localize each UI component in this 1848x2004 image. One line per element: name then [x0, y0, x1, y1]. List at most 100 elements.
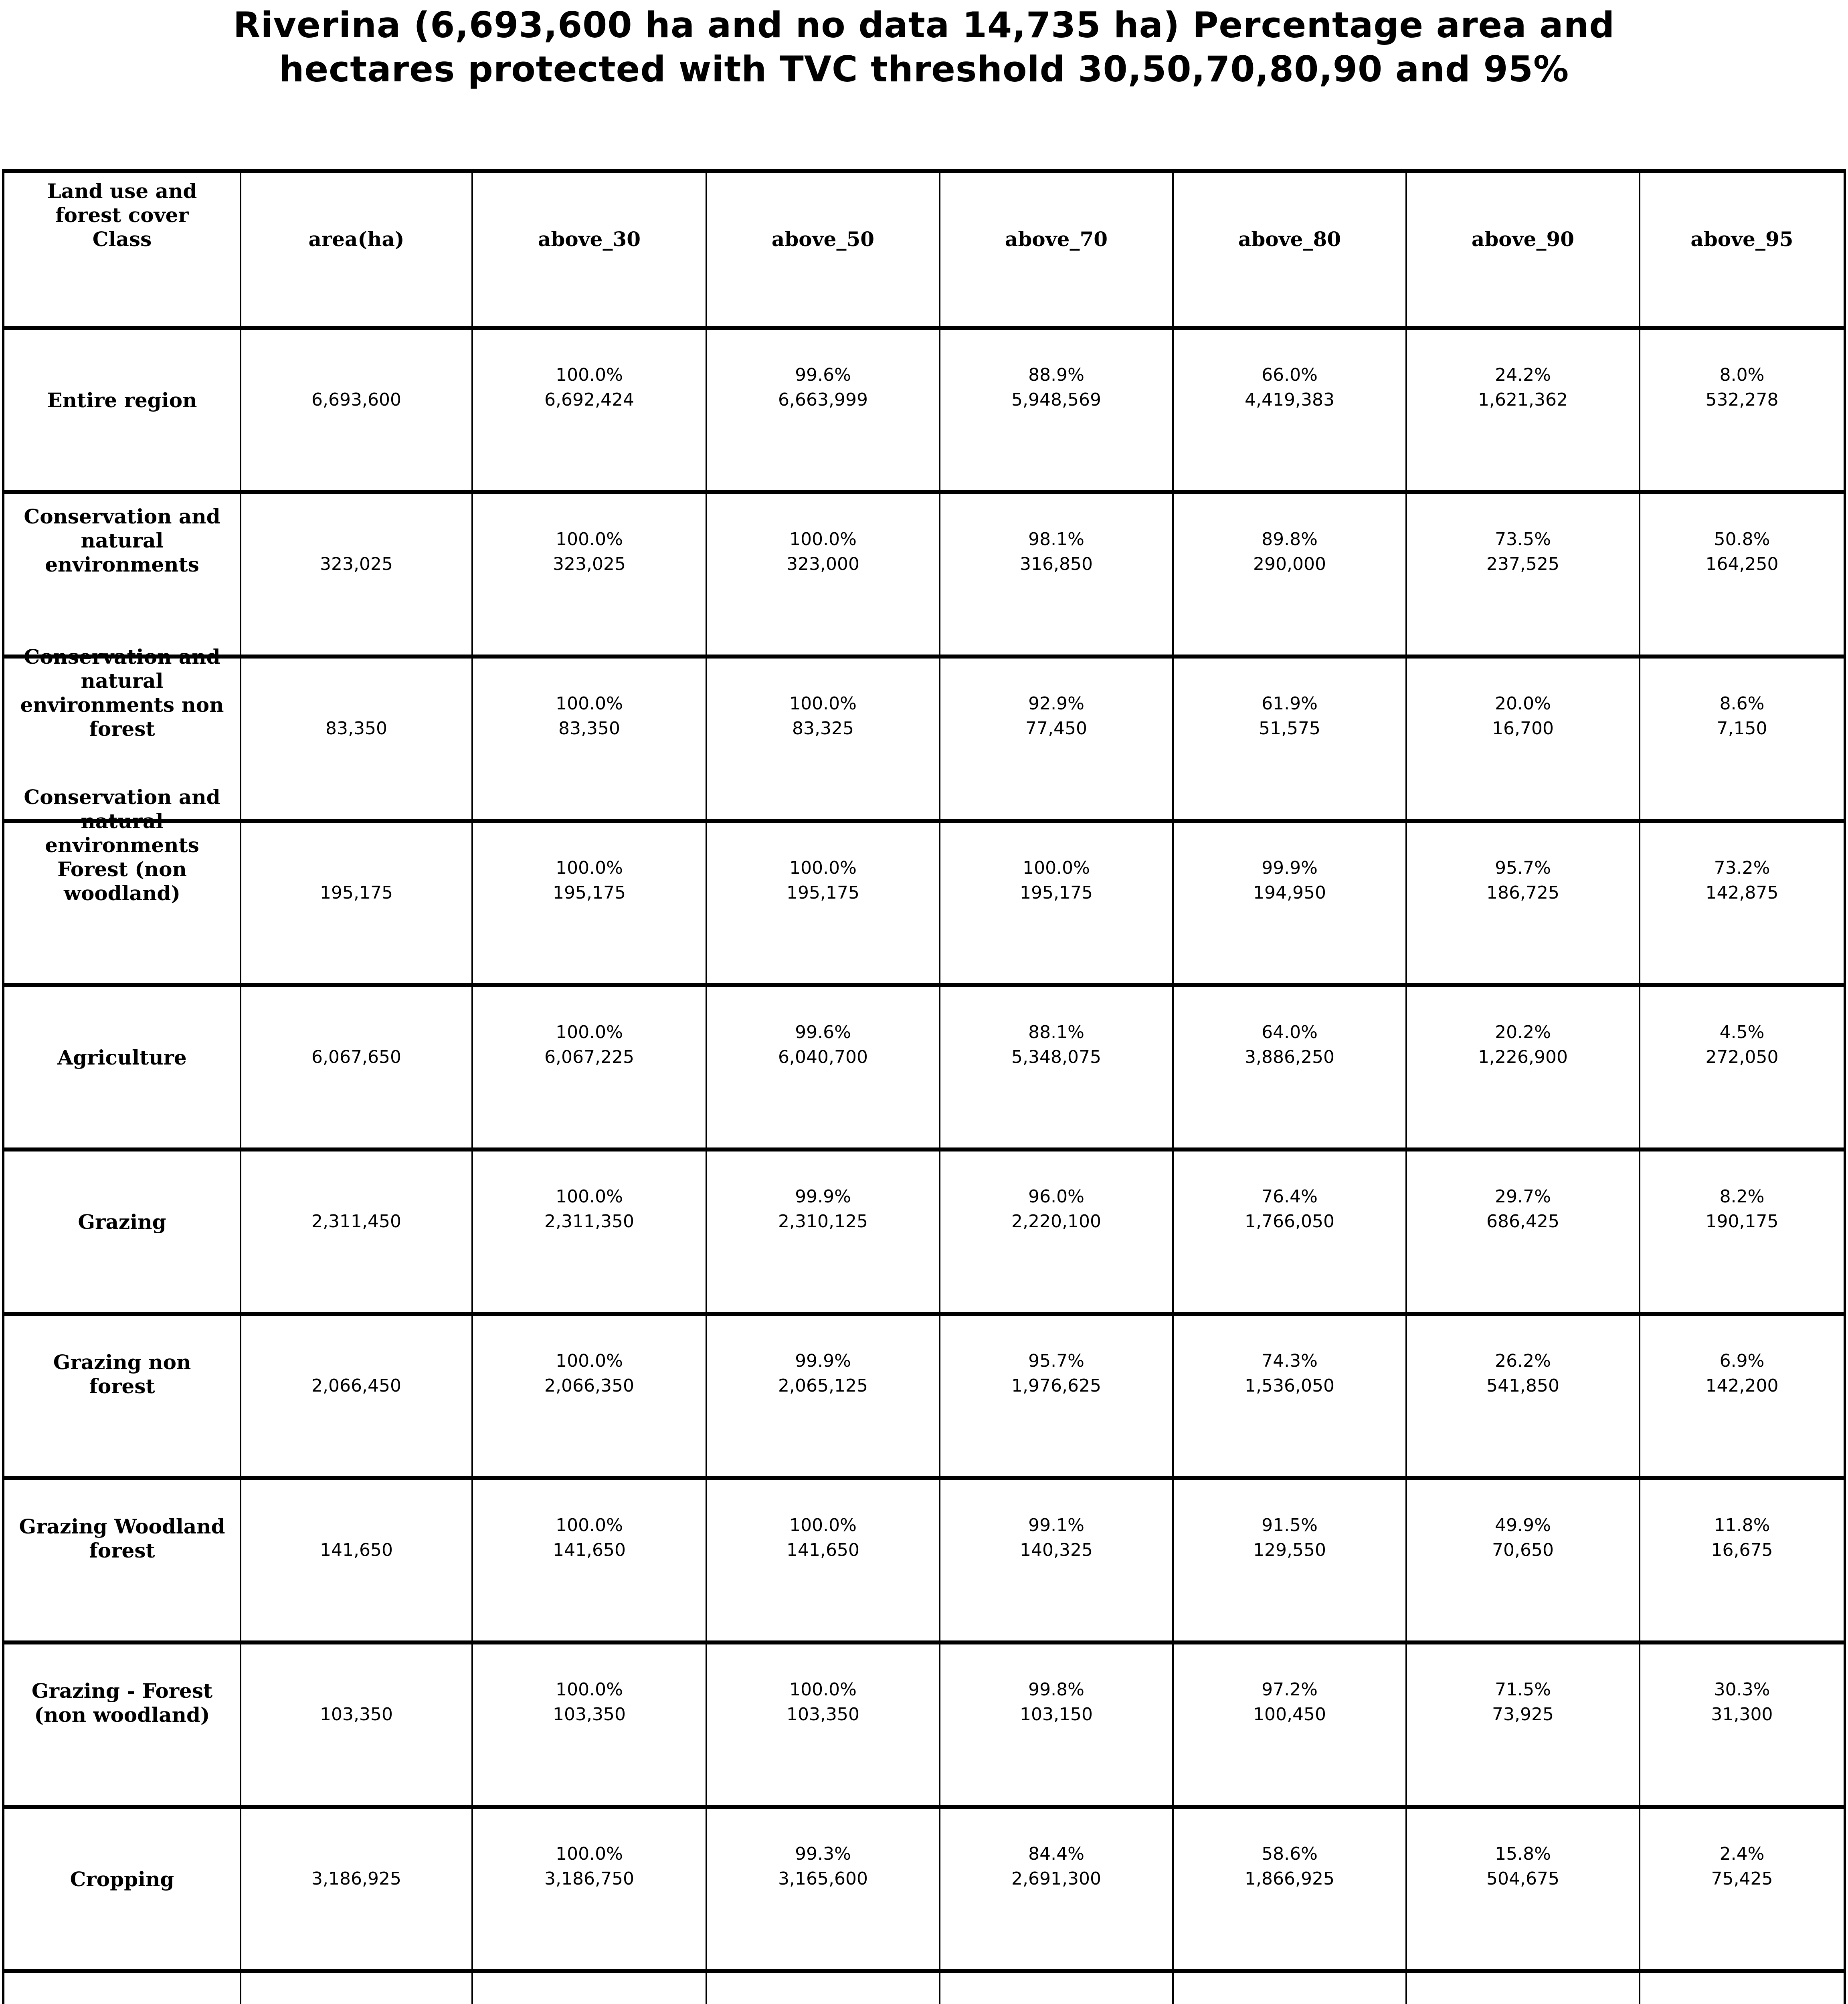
- percent-value: 89.8%: [1262, 529, 1318, 549]
- hectares-value: 5,948,569: [1011, 390, 1101, 410]
- hectares-value: 6,067,225: [544, 1047, 634, 1067]
- threshold-cell-content: 100.0% 195,175: [942, 823, 1171, 905]
- area-cell-content: 195,175: [243, 823, 470, 905]
- threshold-cell: 100.0% 103,350: [706, 1642, 940, 1809]
- threshold-cell: 95.7% 186,725: [1406, 821, 1640, 987]
- row-label-content: Grazing: [6, 1151, 238, 1234]
- percent-value: 24.2%: [1495, 365, 1551, 385]
- percent-value: 58.6%: [1262, 1844, 1318, 1864]
- row-label-content: Conservation and natural environments: [6, 494, 238, 577]
- row-label: Agriculture: [57, 1046, 187, 1069]
- hectares-value: 103,150: [1020, 1704, 1093, 1725]
- percent-value: 100.0%: [789, 858, 857, 878]
- hectares-value: 129,550: [1253, 1540, 1326, 1560]
- threshold-cell: 100.0% 83,350: [472, 657, 707, 823]
- percent-value: 99.1%: [1028, 1515, 1084, 1535]
- threshold-cell: 100.0% 3,186,750: [472, 1807, 707, 1973]
- table-row: Cropping 3,186,925 100.0% 3,186,750 99.3% 3,1…: [3, 1807, 1845, 1973]
- hectares-value: 1,976,625: [1011, 1376, 1101, 1396]
- threshold-cell-content: 71.5% 73,925: [1409, 1644, 1637, 1727]
- header-cell-content: above_80: [1175, 173, 1404, 251]
- threshold-cell: 100.0% 323,000: [706, 492, 940, 659]
- hectares-value: 195,175: [787, 883, 859, 903]
- threshold-cell-content: 96.0% 2,220,100: [942, 1151, 1171, 1234]
- row-label-content: Conservation and natural environments Fo…: [6, 785, 238, 905]
- threshold-cell: 96.0% 2,220,100: [940, 1149, 1174, 1316]
- threshold-cell: 1.1%6,450: [1640, 1971, 1845, 2004]
- table-header: Land use and forest cover Class area(ha) a…: [3, 171, 1845, 330]
- threshold-cell-content: 74.3% 1,536,050: [1175, 1316, 1404, 1398]
- percent-value: 2.4%: [1719, 1844, 1765, 1864]
- threshold-cell-content: 76.7%435,000: [942, 1973, 1171, 2004]
- threshold-cell-content: 44.5%252,525: [1175, 1973, 1404, 2004]
- hectares-value: 3,165,600: [778, 1869, 868, 1889]
- threshold-cell-content: 100.0% 323,000: [709, 494, 937, 577]
- hectares-value: 140,325: [1020, 1540, 1093, 1560]
- percent-value: 100.0%: [556, 529, 623, 549]
- area-cell-content: 6,693,600: [243, 330, 470, 412]
- hectares-value: 75,425: [1711, 1869, 1773, 1889]
- threshold-cell: 6.9% 142,200: [1640, 1314, 1845, 1480]
- threshold-cell: 6.3%35,700: [1406, 1971, 1640, 2004]
- summary-table-wrapper: Land use and forest cover Class area(ha) a…: [2, 169, 1846, 2004]
- threshold-cell: 29.7% 686,425: [1406, 1149, 1640, 1316]
- hectares-value: 6,663,999: [778, 390, 868, 410]
- threshold-cell-content: 100.0% 6,692,424: [475, 330, 704, 412]
- row-label-cell: Conservation and natural environments Fo…: [3, 785, 241, 987]
- percent-value: 99.9%: [1262, 858, 1318, 878]
- threshold-cell-content: 8.6% 7,150: [1642, 659, 1842, 741]
- threshold-cell: 99.3% 3,165,600: [706, 1807, 940, 1973]
- threshold-cell: 100.0% 6,692,424: [472, 328, 707, 494]
- table-row: Grazing - Forest (non woodland) 103,350 10…: [3, 1642, 1845, 1809]
- row-label-cell: Cropping: [3, 1807, 241, 1973]
- header-cell-content: Land use and forest cover Class: [6, 173, 238, 251]
- hectares-value: 1,536,050: [1245, 1376, 1334, 1396]
- column-header-label: above_30: [538, 227, 641, 251]
- threshold-cell: 99.6% 6,040,700: [706, 985, 940, 1151]
- percent-value: 99.6%: [795, 365, 851, 385]
- page-title-line1: Riverina (6,693,600 ha and no data 14,73…: [233, 4, 1615, 46]
- area-cell: 2,311,450: [241, 1149, 473, 1316]
- hectares-value: 323,025: [553, 554, 626, 574]
- percent-value: 84.4%: [1028, 1844, 1084, 1864]
- hectares-value: 103,350: [553, 1704, 626, 1725]
- hectares-value: 6,040,700: [778, 1047, 868, 1067]
- row-label-content: Grazing Woodland forest: [6, 1480, 238, 1563]
- percent-value: 73.2%: [1714, 858, 1770, 878]
- area-cell: 83,350: [241, 657, 473, 823]
- percent-value: 100.0%: [556, 1515, 623, 1535]
- percent-value: 6.9%: [1719, 1351, 1765, 1371]
- area-value: 3,186,925: [311, 1869, 401, 1889]
- threshold-cell: 73.5% 237,525: [1406, 492, 1640, 659]
- threshold-cell: 8.2% 190,175: [1640, 1149, 1845, 1316]
- percent-value: 88.9%: [1028, 365, 1084, 385]
- percent-value: 99.6%: [795, 1022, 851, 1042]
- column-header-label: above_95: [1690, 227, 1793, 251]
- area-value: 141,650: [320, 1540, 393, 1560]
- area-cell-content: 83,350: [243, 659, 470, 741]
- threshold-cell-content: 91.5% 129,550: [1175, 1480, 1404, 1563]
- threshold-cell: 100.0% 195,175: [940, 821, 1174, 987]
- threshold-cell: 30.3% 31,300: [1640, 1642, 1845, 1809]
- percent-value: 11.8%: [1714, 1515, 1770, 1535]
- threshold-cell-content: 99.9% 2,065,125: [709, 1316, 937, 1398]
- threshold-cell: 100.0% 195,175: [706, 821, 940, 987]
- table-row: Conservation and natural environments no…: [3, 645, 1845, 823]
- threshold-cell-content: 6.9% 142,200: [1642, 1316, 1842, 1398]
- threshold-cell: 20.2% 1,226,900: [1406, 985, 1640, 1151]
- threshold-cell: 74.3% 1,536,050: [1173, 1314, 1407, 1480]
- hectares-value: 16,675: [1711, 1540, 1773, 1560]
- threshold-cell: 8.0% 532,278: [1640, 328, 1845, 494]
- threshold-cell: 99.6% 6,663,999: [706, 328, 940, 494]
- threshold-cell: 100.0%567,300: [472, 1971, 707, 2004]
- row-label-cell: Grazing non forest: [3, 1314, 241, 1480]
- percent-value: 99.9%: [795, 1186, 851, 1207]
- threshold-cell-content: 66.0% 4,419,383: [1175, 330, 1404, 412]
- hectares-value: 100,450: [1253, 1704, 1326, 1725]
- hectares-value: 237,525: [1486, 554, 1559, 574]
- threshold-cell: 99.9% 2,310,125: [706, 1149, 940, 1316]
- threshold-cell-content: 97.2% 100,450: [1175, 1644, 1404, 1727]
- hectares-value: 186,725: [1486, 883, 1559, 903]
- threshold-cell-content: 100.0% 141,650: [709, 1480, 937, 1563]
- percent-value: 66.0%: [1262, 365, 1318, 385]
